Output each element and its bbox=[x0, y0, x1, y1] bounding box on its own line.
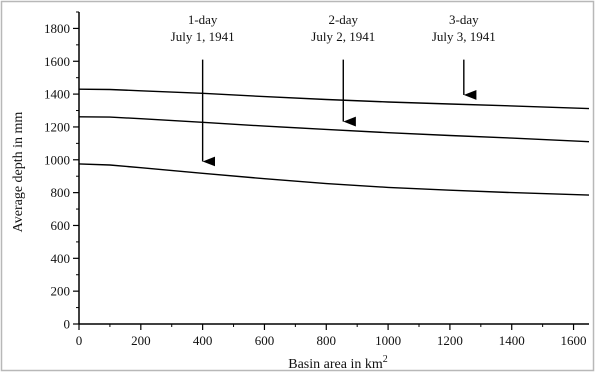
y-tick-label: 1600 bbox=[44, 54, 70, 69]
x-tick-label: 0 bbox=[76, 333, 83, 348]
y-tick-label: 600 bbox=[51, 218, 71, 233]
annotation-label-2-line2: July 2, 1941 bbox=[311, 29, 375, 44]
x-axis-title: Basin area in km2 bbox=[288, 354, 387, 372]
plot-area: 0 200 400 600 800 1000 1200 1400 1600 1800 0 200 400… bbox=[44, 11, 590, 348]
y-tick-label: 400 bbox=[51, 251, 71, 266]
y-tick-label: 200 bbox=[51, 284, 71, 299]
x-tick-label: 1400 bbox=[499, 333, 525, 348]
x-tick-label: 400 bbox=[193, 333, 213, 348]
x-tick-label: 200 bbox=[131, 333, 151, 348]
x-tick-label: 600 bbox=[255, 333, 275, 348]
annotation-label-3-line1: 3-day bbox=[449, 12, 479, 27]
series-line-3 bbox=[78, 163, 590, 196]
y-tick-label: 1800 bbox=[44, 21, 70, 36]
x-tick-label: 800 bbox=[317, 333, 337, 348]
x-tick-label: 1600 bbox=[561, 333, 587, 348]
annotation-label-1-line1: 1-day bbox=[188, 12, 218, 27]
y-tick-label: 0 bbox=[64, 317, 71, 332]
y-axis-title: Average depth in mm bbox=[11, 112, 26, 233]
y-tick-label: 1400 bbox=[44, 87, 70, 102]
annotation-label-1-line2: July 1, 1941 bbox=[171, 29, 235, 44]
annotation-label-3-line2: July 3, 1941 bbox=[432, 29, 496, 44]
y-tick-label: 1200 bbox=[44, 119, 70, 134]
y-tick-label: 1000 bbox=[44, 152, 70, 167]
y-tick-label: 800 bbox=[51, 185, 71, 200]
x-tick-label: 1200 bbox=[437, 333, 463, 348]
annotation-label-2-line1: 2-day bbox=[328, 12, 358, 27]
series-line-2 bbox=[78, 116, 590, 143]
series-line-1 bbox=[78, 88, 590, 110]
x-tick-label: 1000 bbox=[375, 333, 401, 348]
